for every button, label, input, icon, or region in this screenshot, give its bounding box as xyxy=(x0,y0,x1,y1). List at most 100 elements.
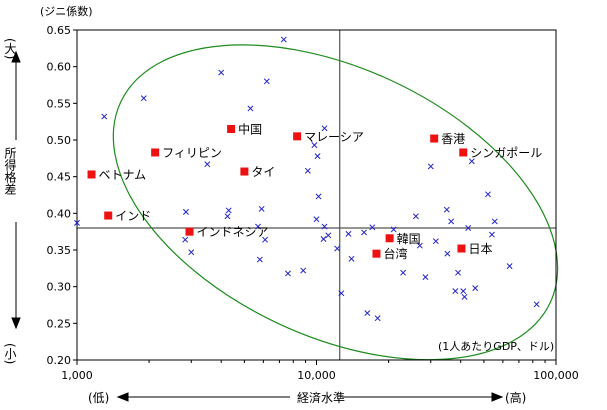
other-country-marker xyxy=(338,290,345,297)
highlighted-country-marker xyxy=(459,148,468,157)
y-tick-label: 0.35 xyxy=(47,244,72,257)
other-country-marker xyxy=(218,69,225,76)
x-axis-low-label: (低) xyxy=(88,391,109,405)
other-country-marker xyxy=(255,223,261,230)
other-country-marker xyxy=(345,230,352,237)
y-axis-high-label: (大) xyxy=(3,38,17,59)
other-country-marker xyxy=(488,231,495,238)
country-label: 韓国 xyxy=(397,232,421,246)
other-country-marker xyxy=(321,223,328,230)
other-country-marker xyxy=(465,225,472,231)
axes: 0.20 0.25 0.30 0.35 0.40 0.45 0.50 0.55 0.60 0.65… xyxy=(47,24,579,382)
highlighted-country-marker xyxy=(385,234,394,243)
other-country-marker xyxy=(432,238,439,245)
highlighted-country-marker xyxy=(185,227,194,236)
highlighted-country-marker xyxy=(430,134,439,143)
other-country-marker xyxy=(361,229,368,236)
highlighted-country-marker xyxy=(151,148,160,157)
other-country-marker xyxy=(300,267,307,274)
other-country-marker xyxy=(304,167,311,174)
other-country-marker xyxy=(321,125,328,132)
other-country-marker xyxy=(188,249,195,256)
other-country-marker xyxy=(311,142,318,149)
other-country-marker xyxy=(422,274,429,281)
other-country-marker xyxy=(390,226,397,233)
highlighted-country-marker xyxy=(87,170,96,179)
other-country-marker xyxy=(320,236,327,242)
country-label: 日本 xyxy=(468,242,492,256)
other-country-marker xyxy=(485,191,491,198)
highlighted-country-marker xyxy=(372,249,381,258)
other-country-marker xyxy=(374,315,381,322)
other-country-marker xyxy=(461,293,468,300)
other-country-marker xyxy=(533,301,540,308)
other-country-marker xyxy=(416,242,423,249)
x-axis-arrow xyxy=(116,392,504,402)
country-label: マレーシア xyxy=(304,130,364,144)
other-country-marker xyxy=(285,270,291,277)
x-tick-label: 100,000 xyxy=(533,369,579,382)
y-tick-label: 0.45 xyxy=(47,171,72,184)
y-tick-label: 0.30 xyxy=(47,281,72,294)
highlighted-country-marker xyxy=(227,125,236,133)
other-country-marker xyxy=(412,213,419,220)
y-unit-label: (ジニ係数) xyxy=(40,5,93,18)
country-label: フィリピン xyxy=(162,146,222,160)
other-country-marker xyxy=(315,193,322,200)
x-unit-label: (1人あたりGDP、ドル) xyxy=(438,340,554,353)
x-axis-label: 経済水準 xyxy=(297,390,345,405)
other-country-marker xyxy=(455,269,462,276)
y-tick-label: 0.65 xyxy=(47,24,72,37)
x-axis-high-label: (高) xyxy=(505,390,526,405)
y-axis-low-label: (小) xyxy=(3,343,17,364)
country-label: ベトナム xyxy=(99,168,147,182)
country-label: 香港 xyxy=(441,132,465,146)
x-tick-label: 10,000 xyxy=(297,369,336,382)
y-tick-label: 0.40 xyxy=(47,207,72,220)
other-country-marker xyxy=(256,256,263,263)
other-country-marker xyxy=(506,263,513,270)
other-country-marker xyxy=(101,113,108,120)
other-country-marker xyxy=(140,95,147,102)
highlighted-country-marker xyxy=(240,167,249,176)
other-country-marker xyxy=(182,236,189,243)
other-country-marker xyxy=(314,153,321,160)
country-label: インドネシア xyxy=(197,225,269,239)
other-country-marker xyxy=(225,207,232,214)
other-country-marker xyxy=(460,288,467,295)
other-country-marker xyxy=(258,205,265,212)
country-label: タイ xyxy=(251,165,275,179)
cluster-ellipse xyxy=(112,44,559,361)
other-country-marker xyxy=(224,213,231,220)
other-country-marker xyxy=(204,161,211,168)
other-country-marker xyxy=(262,236,269,243)
cluster-ellipse-shape xyxy=(112,44,559,361)
y-tick-label: 0.55 xyxy=(47,97,72,110)
country-label: 台湾 xyxy=(383,246,407,261)
country-label: シンガポール xyxy=(470,146,542,160)
other-country-marker xyxy=(348,255,355,262)
other-country-marker xyxy=(491,218,498,225)
y-axis-arrow xyxy=(11,50,21,330)
x-tick-label: 1,000 xyxy=(61,369,93,382)
other-country-marker xyxy=(280,36,287,43)
highlighted-country-marker xyxy=(457,244,466,253)
other-country-marker xyxy=(334,245,341,252)
other-country-marker xyxy=(472,285,479,292)
other-country-marker xyxy=(74,219,80,226)
highlighted-country-marker xyxy=(104,211,113,220)
other-country-marker xyxy=(313,216,320,223)
country-label: 中国 xyxy=(238,122,262,137)
other-country-marker xyxy=(443,206,450,213)
y-axis-label: 所得格差 xyxy=(3,147,17,195)
other-country-marker xyxy=(247,105,254,112)
other-country-marker xyxy=(263,78,270,85)
other-country-marker xyxy=(369,224,376,231)
other-country-marker xyxy=(427,163,434,170)
other-country-marker xyxy=(448,218,455,225)
other-country-marker xyxy=(325,232,332,239)
other-country-marker xyxy=(468,158,475,165)
reference-lines xyxy=(77,30,556,360)
